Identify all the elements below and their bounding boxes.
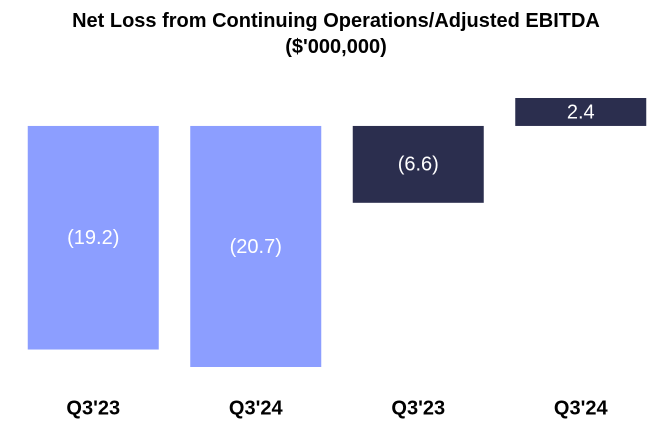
value-label: (6.6) bbox=[398, 154, 439, 176]
x-tick-label: Q3'23 bbox=[66, 397, 120, 419]
value-label: (19.2) bbox=[67, 227, 119, 249]
bar bbox=[352, 125, 484, 203]
x-tick-label: Q3'23 bbox=[391, 397, 445, 419]
chart-title: Net Loss from Continuing Operations/Adju… bbox=[72, 10, 600, 58]
value-label: (20.7) bbox=[230, 236, 282, 258]
bar bbox=[515, 98, 647, 126]
bar bbox=[27, 125, 159, 350]
value-label: 2.4 bbox=[567, 101, 595, 123]
x-tick-label: Q3'24 bbox=[554, 397, 609, 419]
x-tick-label: Q3'24 bbox=[229, 397, 284, 419]
bar bbox=[190, 125, 322, 367]
